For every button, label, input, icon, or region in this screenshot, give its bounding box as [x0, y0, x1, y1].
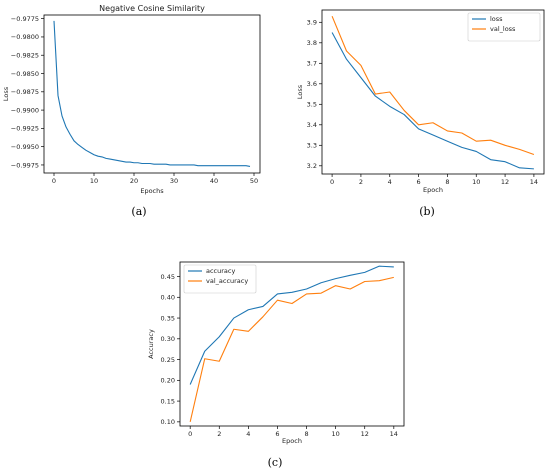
y-tick-label: 3.4 — [307, 121, 317, 129]
x-tick-label: 0 — [188, 430, 192, 438]
y-tick-label: −0.9775 — [11, 15, 39, 23]
y-axis-label: Loss — [2, 86, 10, 101]
y-tick-label: −0.9950 — [11, 143, 39, 151]
y-tick-label: −0.9850 — [11, 70, 39, 78]
y-tick-label: 3.8 — [307, 39, 317, 47]
y-tick-label: −0.9900 — [11, 106, 39, 114]
x-tick-label: 50 — [250, 177, 258, 185]
x-tick-label: 8 — [304, 430, 308, 438]
y-tick-label: 0.45 — [161, 273, 175, 281]
x-tick-label: 20 — [130, 177, 138, 185]
y-tick-label: 3.3 — [307, 142, 317, 150]
y-axis-label: Loss — [296, 84, 304, 99]
x-tick-label: 12 — [501, 178, 509, 186]
x-tick-label: 14 — [390, 430, 398, 438]
plot-frame — [43, 14, 261, 174]
y-tick-label: 3.2 — [307, 162, 317, 170]
plot-frame — [179, 261, 405, 427]
panel-b-chart: 0 2 4 6 8 10 12 14 3.2 3.3 3.4 3.5 3.6 3.7 3.8 3.9 Epoch… — [296, 9, 545, 194]
x-tick-label: 6 — [417, 178, 421, 186]
y-tick-label: 0.35 — [161, 314, 175, 322]
caption-b: (b) — [419, 205, 435, 218]
y-tick-label: 3.6 — [307, 80, 317, 88]
y-tick-label: 0.20 — [161, 377, 175, 385]
x-tick-label: 14 — [530, 178, 538, 186]
x-tick-label: 10 — [90, 177, 98, 185]
x-tick-label: 0 — [52, 177, 56, 185]
x-tick-label: 0 — [330, 178, 334, 186]
series-line-loss — [331, 32, 534, 170]
plot-frame — [321, 9, 545, 175]
x-axis-label: Epoch — [423, 186, 443, 194]
series-line-data — [53, 20, 251, 167]
x-tick-label: 30 — [170, 177, 178, 185]
series-line-val_accuracy — [189, 276, 394, 422]
y-tick-label: −0.9800 — [11, 33, 39, 41]
y-tick-label: 0.30 — [161, 335, 175, 343]
x-tick-label: 10 — [472, 178, 480, 186]
x-tick-label: 4 — [388, 178, 392, 186]
caption-a: (a) — [131, 205, 147, 218]
x-tick-label: 6 — [275, 430, 279, 438]
y-tick-label: 3.5 — [307, 101, 317, 109]
y-tick-label: 3.9 — [307, 19, 317, 27]
legend: accuracy val_accuracy — [183, 264, 257, 294]
x-tick-label: 10 — [331, 430, 339, 438]
y-tick-label: 0.25 — [161, 356, 175, 364]
y-tick-label: −0.9925 — [11, 125, 39, 133]
y-tick-label: −0.9825 — [11, 52, 39, 60]
y-tick-label: −0.9975 — [11, 161, 39, 169]
legend: loss val_loss — [467, 12, 541, 42]
y-tick-label: 0.15 — [161, 397, 175, 405]
panel-a-chart: 0 10 20 30 40 50 −0.9775 −0.9800 −0.9825 −0.9850 −… — [2, 4, 261, 195]
y-axis-label: Accuracy — [147, 329, 155, 359]
x-tick-label: 4 — [246, 430, 250, 438]
y-tick-label: −0.9875 — [11, 88, 39, 96]
x-tick-label: 2 — [359, 178, 363, 186]
chart-title: Negative Cosine Similarity — [99, 4, 205, 13]
x-axis-label: Epochs — [140, 187, 164, 195]
x-tick-label: 2 — [217, 430, 221, 438]
y-tick-label: 3.7 — [307, 60, 317, 68]
x-tick-label: 8 — [445, 178, 449, 186]
legend-entry: loss — [490, 15, 503, 23]
legend-entry: val_loss — [490, 25, 516, 33]
panel-c-chart: 0 2 4 6 8 10 12 14 0.10 0.15 0.20 0.25 0.30 0.35 0.40 0… — [147, 261, 405, 445]
series-line-accuracy — [189, 265, 394, 385]
x-axis-label: Epoch — [282, 437, 302, 445]
legend-entry: accuracy — [206, 267, 235, 275]
x-tick-label: 12 — [361, 430, 369, 438]
series-line-val_loss — [331, 15, 535, 156]
legend-entry: val_accuracy — [206, 277, 248, 285]
x-tick-label: 40 — [210, 177, 218, 185]
legend-box — [183, 264, 257, 294]
y-tick-label: 0.10 — [161, 418, 175, 426]
y-tick-label: 0.40 — [161, 294, 175, 302]
caption-c: (c) — [267, 456, 283, 469]
legend-box — [467, 12, 541, 42]
